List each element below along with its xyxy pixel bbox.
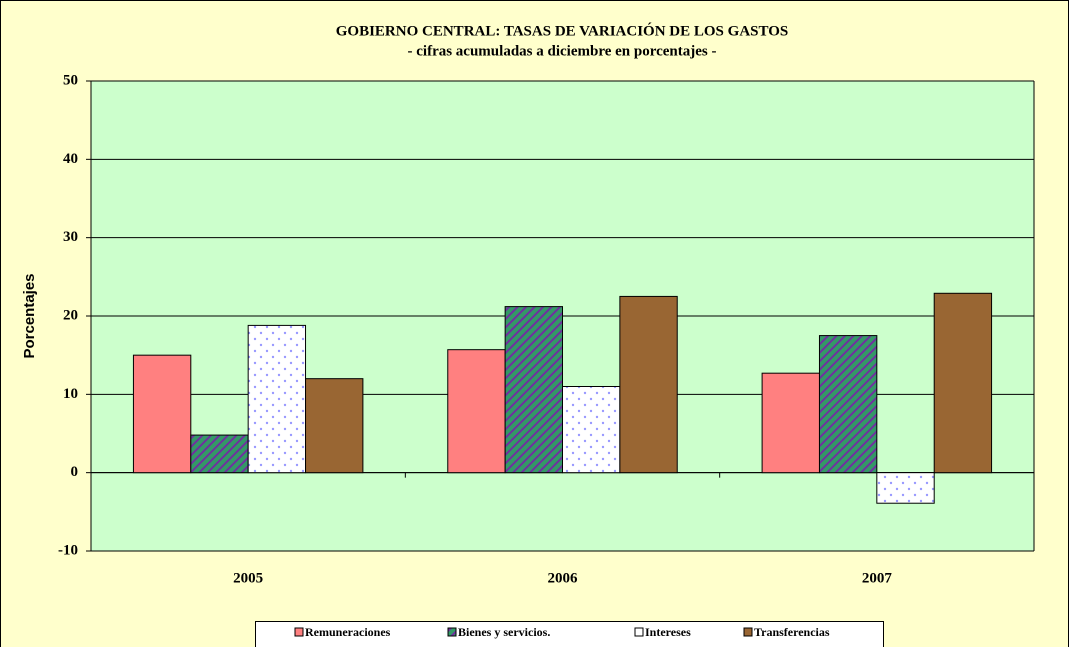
x-tick-label: 2005	[233, 570, 263, 586]
legend-box	[255, 621, 884, 647]
bar	[132, 354, 192, 474]
y-tick-label: 10	[63, 386, 78, 402]
chart-title: GOBIERNO CENTRAL: TASAS DE VARIACIÓN DE …	[336, 22, 788, 39]
bar	[933, 292, 993, 474]
y-tick-label: 40	[63, 151, 78, 167]
bar	[562, 386, 621, 474]
bar	[619, 295, 678, 474]
x-tick-label: 2007	[862, 570, 893, 586]
bar	[305, 378, 364, 474]
x-tick-label: 2006	[548, 570, 579, 586]
y-tick-label: 0	[71, 464, 79, 480]
bar	[447, 349, 506, 474]
bar	[247, 324, 307, 474]
bar	[761, 372, 820, 474]
legend-swatch	[294, 627, 304, 637]
y-axis-label: Porcentajes	[21, 273, 38, 358]
legend-swatch	[743, 627, 753, 637]
legend-swatch	[447, 627, 457, 637]
legend-label: Bienes y servicios.	[458, 625, 550, 639]
y-tick-label: -10	[58, 542, 78, 558]
bar	[818, 335, 878, 474]
bar	[876, 472, 935, 504]
y-tick-label: 30	[63, 229, 78, 245]
legend-label: Intereses	[645, 625, 691, 639]
y-tick-label: 20	[63, 307, 78, 323]
y-tick-label: 50	[63, 72, 78, 88]
bar	[504, 306, 563, 474]
legend-swatch	[634, 627, 644, 637]
legend-label: Remuneraciones	[305, 625, 391, 639]
legend-label: Transferencias	[754, 625, 830, 639]
bar	[190, 434, 249, 474]
chart-subtitle: - cifras acumuladas a diciembre en porce…	[408, 43, 717, 59]
